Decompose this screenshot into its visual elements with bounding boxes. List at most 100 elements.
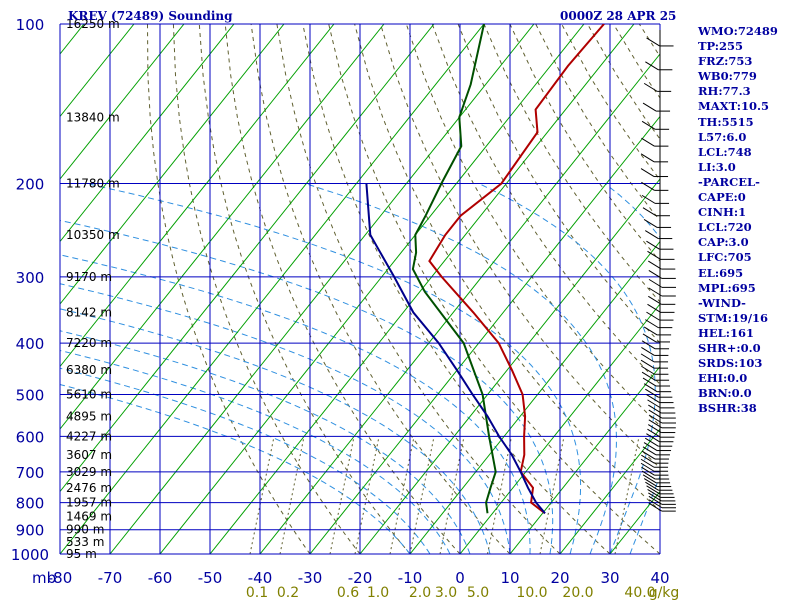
- isotherm-line: [60, 24, 385, 430]
- temperature-tick-label: 30: [600, 569, 619, 587]
- wind-barb: [645, 388, 659, 398]
- wind-barb: [643, 326, 658, 336]
- wind-barb: [642, 102, 657, 112]
- wind-barb: [641, 346, 655, 356]
- chart-grid: [59, 23, 661, 555]
- index-item: STM:19/16: [698, 310, 769, 325]
- profile-line: [365, 183, 546, 514]
- wind-barb: [646, 311, 660, 321]
- isotherm-line: [60, 24, 185, 180]
- wind-barb: [641, 470, 656, 480]
- isotherm-line: [60, 24, 435, 493]
- mixing-ratio-line: [409, 436, 435, 554]
- isotherm-line: [309, 115, 660, 554]
- moist-adiabat: [60, 254, 531, 554]
- index-item: HEL:161: [698, 325, 754, 340]
- height-label: 1469 m: [66, 510, 112, 524]
- index-item: -WIND-: [698, 295, 746, 310]
- temperature-tick-label: -20: [348, 569, 373, 587]
- dry-adiabat: [328, 24, 660, 554]
- mixing-ratio-line: [279, 436, 305, 554]
- index-item: SHR+:0.0: [698, 340, 761, 355]
- pressure-tick-label: 800: [16, 495, 45, 513]
- sounding-profiles: [365, 24, 605, 515]
- isotherm-line: [60, 24, 135, 118]
- mixing-ratio-label: 40.0: [624, 585, 655, 600]
- temperature-tick-label: -50: [198, 569, 223, 587]
- mixing-ratio-label: 20.0: [562, 585, 593, 600]
- mixing-ratio-label: 1.0: [367, 585, 389, 600]
- height-label: 4895 m: [66, 409, 112, 423]
- mixing-ratio-label: 3.0: [435, 585, 457, 600]
- wind-barb: [642, 377, 657, 387]
- isotherm-line: [209, 24, 635, 554]
- mixing-ratio-line: [249, 436, 275, 554]
- height-label: 8142 m: [66, 305, 112, 319]
- pressure-tick-label: 300: [16, 269, 45, 287]
- wind-barb: [641, 365, 655, 375]
- isotherm-line: [159, 24, 585, 554]
- index-item: WB0:779: [698, 69, 757, 84]
- wind-barb: [648, 409, 663, 419]
- dry-adiabat: [276, 24, 561, 554]
- height-label: 2476 m: [66, 481, 112, 495]
- dry-adiabat: [302, 24, 611, 554]
- height-label: 6380 m: [66, 363, 112, 377]
- wind-barb: [648, 404, 662, 414]
- wind-barb: [641, 466, 655, 476]
- dry-adiabat: [198, 24, 411, 554]
- wind-barb: [640, 359, 655, 369]
- height-label: 3029 m: [66, 465, 112, 479]
- index-item: CINH:1: [698, 205, 747, 220]
- index-item: -PARCEL-: [698, 174, 760, 189]
- height-label: 1957 m: [66, 496, 112, 510]
- isotherm-line: [459, 303, 660, 554]
- pressure-tick-label: 900: [16, 522, 45, 540]
- wind-barb: [648, 278, 663, 288]
- sounding-time: 0000Z 28 APR 25: [560, 9, 676, 23]
- wind-barbs: [640, 30, 676, 512]
- index-item: EL:695: [698, 265, 744, 280]
- temperature-tick-label: -70: [98, 569, 123, 587]
- index-item: TH:5515: [698, 114, 754, 129]
- height-label: 11780 m: [66, 177, 120, 191]
- wind-barb: [642, 333, 657, 343]
- wind-barb: [641, 181, 655, 191]
- isotherm-line: [109, 24, 535, 554]
- wind-barb: [640, 168, 655, 177]
- dry-adiabat: [380, 24, 660, 469]
- wind-barb: [642, 446, 657, 456]
- height-label: 3607 m: [66, 448, 112, 462]
- chart-title: KREV (72489) Sounding: [68, 9, 233, 23]
- index-item: CAPE:0: [698, 190, 746, 205]
- wind-barb: [648, 295, 662, 305]
- height-label: 13840 m: [66, 110, 120, 124]
- height-label: 4227 m: [66, 429, 112, 443]
- profile-line: [428, 24, 605, 515]
- temperature-tick-label: -40: [248, 569, 273, 587]
- isotherm-line: [259, 53, 660, 554]
- wind-barb: [648, 260, 662, 270]
- dry-adiabat: [431, 24, 660, 385]
- pressure-tick-label: 200: [16, 176, 45, 194]
- pressure-tick-label: 400: [16, 335, 45, 353]
- index-item: RH:77.3: [698, 84, 751, 99]
- index-item: SRDS:103: [698, 356, 763, 371]
- height-label: 10350 m: [66, 228, 120, 242]
- wind-barb: [647, 303, 661, 313]
- height-label: 7220 m: [66, 336, 112, 350]
- mixing-ratio-label: 10.0: [516, 585, 547, 600]
- wind-barb: [646, 485, 660, 495]
- wind-barb: [643, 82, 658, 92]
- wind-barb: [648, 499, 663, 509]
- mixing-ratio-label: 0.1: [246, 585, 268, 600]
- wind-barb: [647, 428, 661, 438]
- wind-barb: [647, 250, 661, 260]
- wind-barb: [647, 399, 661, 409]
- height-label: 990 m: [66, 523, 104, 537]
- moist-adiabat: [604, 183, 660, 554]
- mixing-ratio-line: [487, 436, 513, 554]
- mixing-ratio-label: 2.0: [409, 585, 431, 600]
- mixing-ratio-label: 5.0: [467, 585, 489, 600]
- wind-barb: [642, 474, 657, 484]
